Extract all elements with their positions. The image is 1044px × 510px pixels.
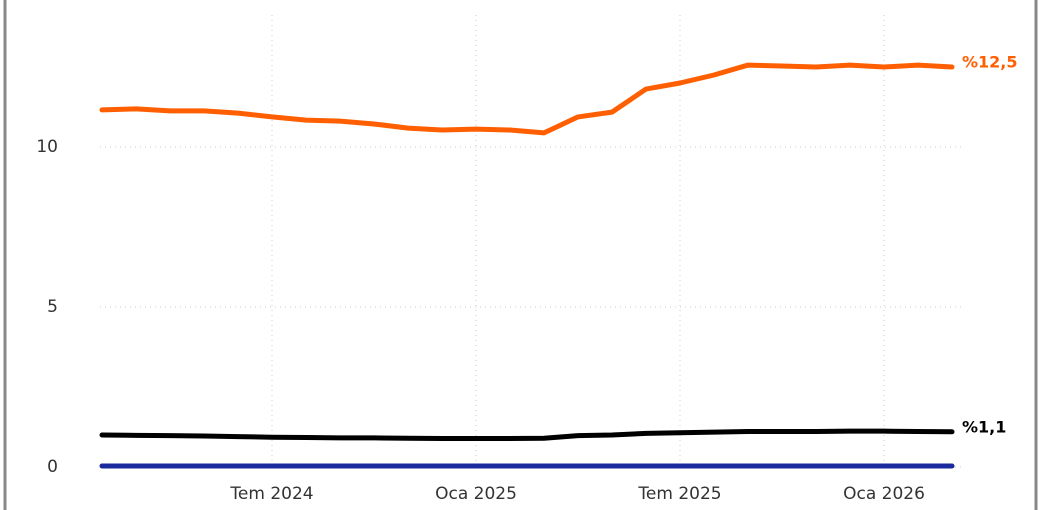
series-line xyxy=(99,428,955,442)
y-tick-label: 0 xyxy=(47,457,58,477)
x-tick-label: Oca 2026 xyxy=(843,484,925,504)
end-label: %12,5 xyxy=(962,53,1018,72)
x-tick-label: Tem 2025 xyxy=(637,484,721,504)
y-tick-label: 5 xyxy=(47,297,58,317)
y-tick-label: 10 xyxy=(36,137,58,157)
x-tick-label: Tem 2024 xyxy=(229,484,313,504)
series-line xyxy=(99,62,955,136)
end-label: %1,1 xyxy=(962,417,1006,436)
x-tick-label: Oca 2025 xyxy=(435,484,517,504)
